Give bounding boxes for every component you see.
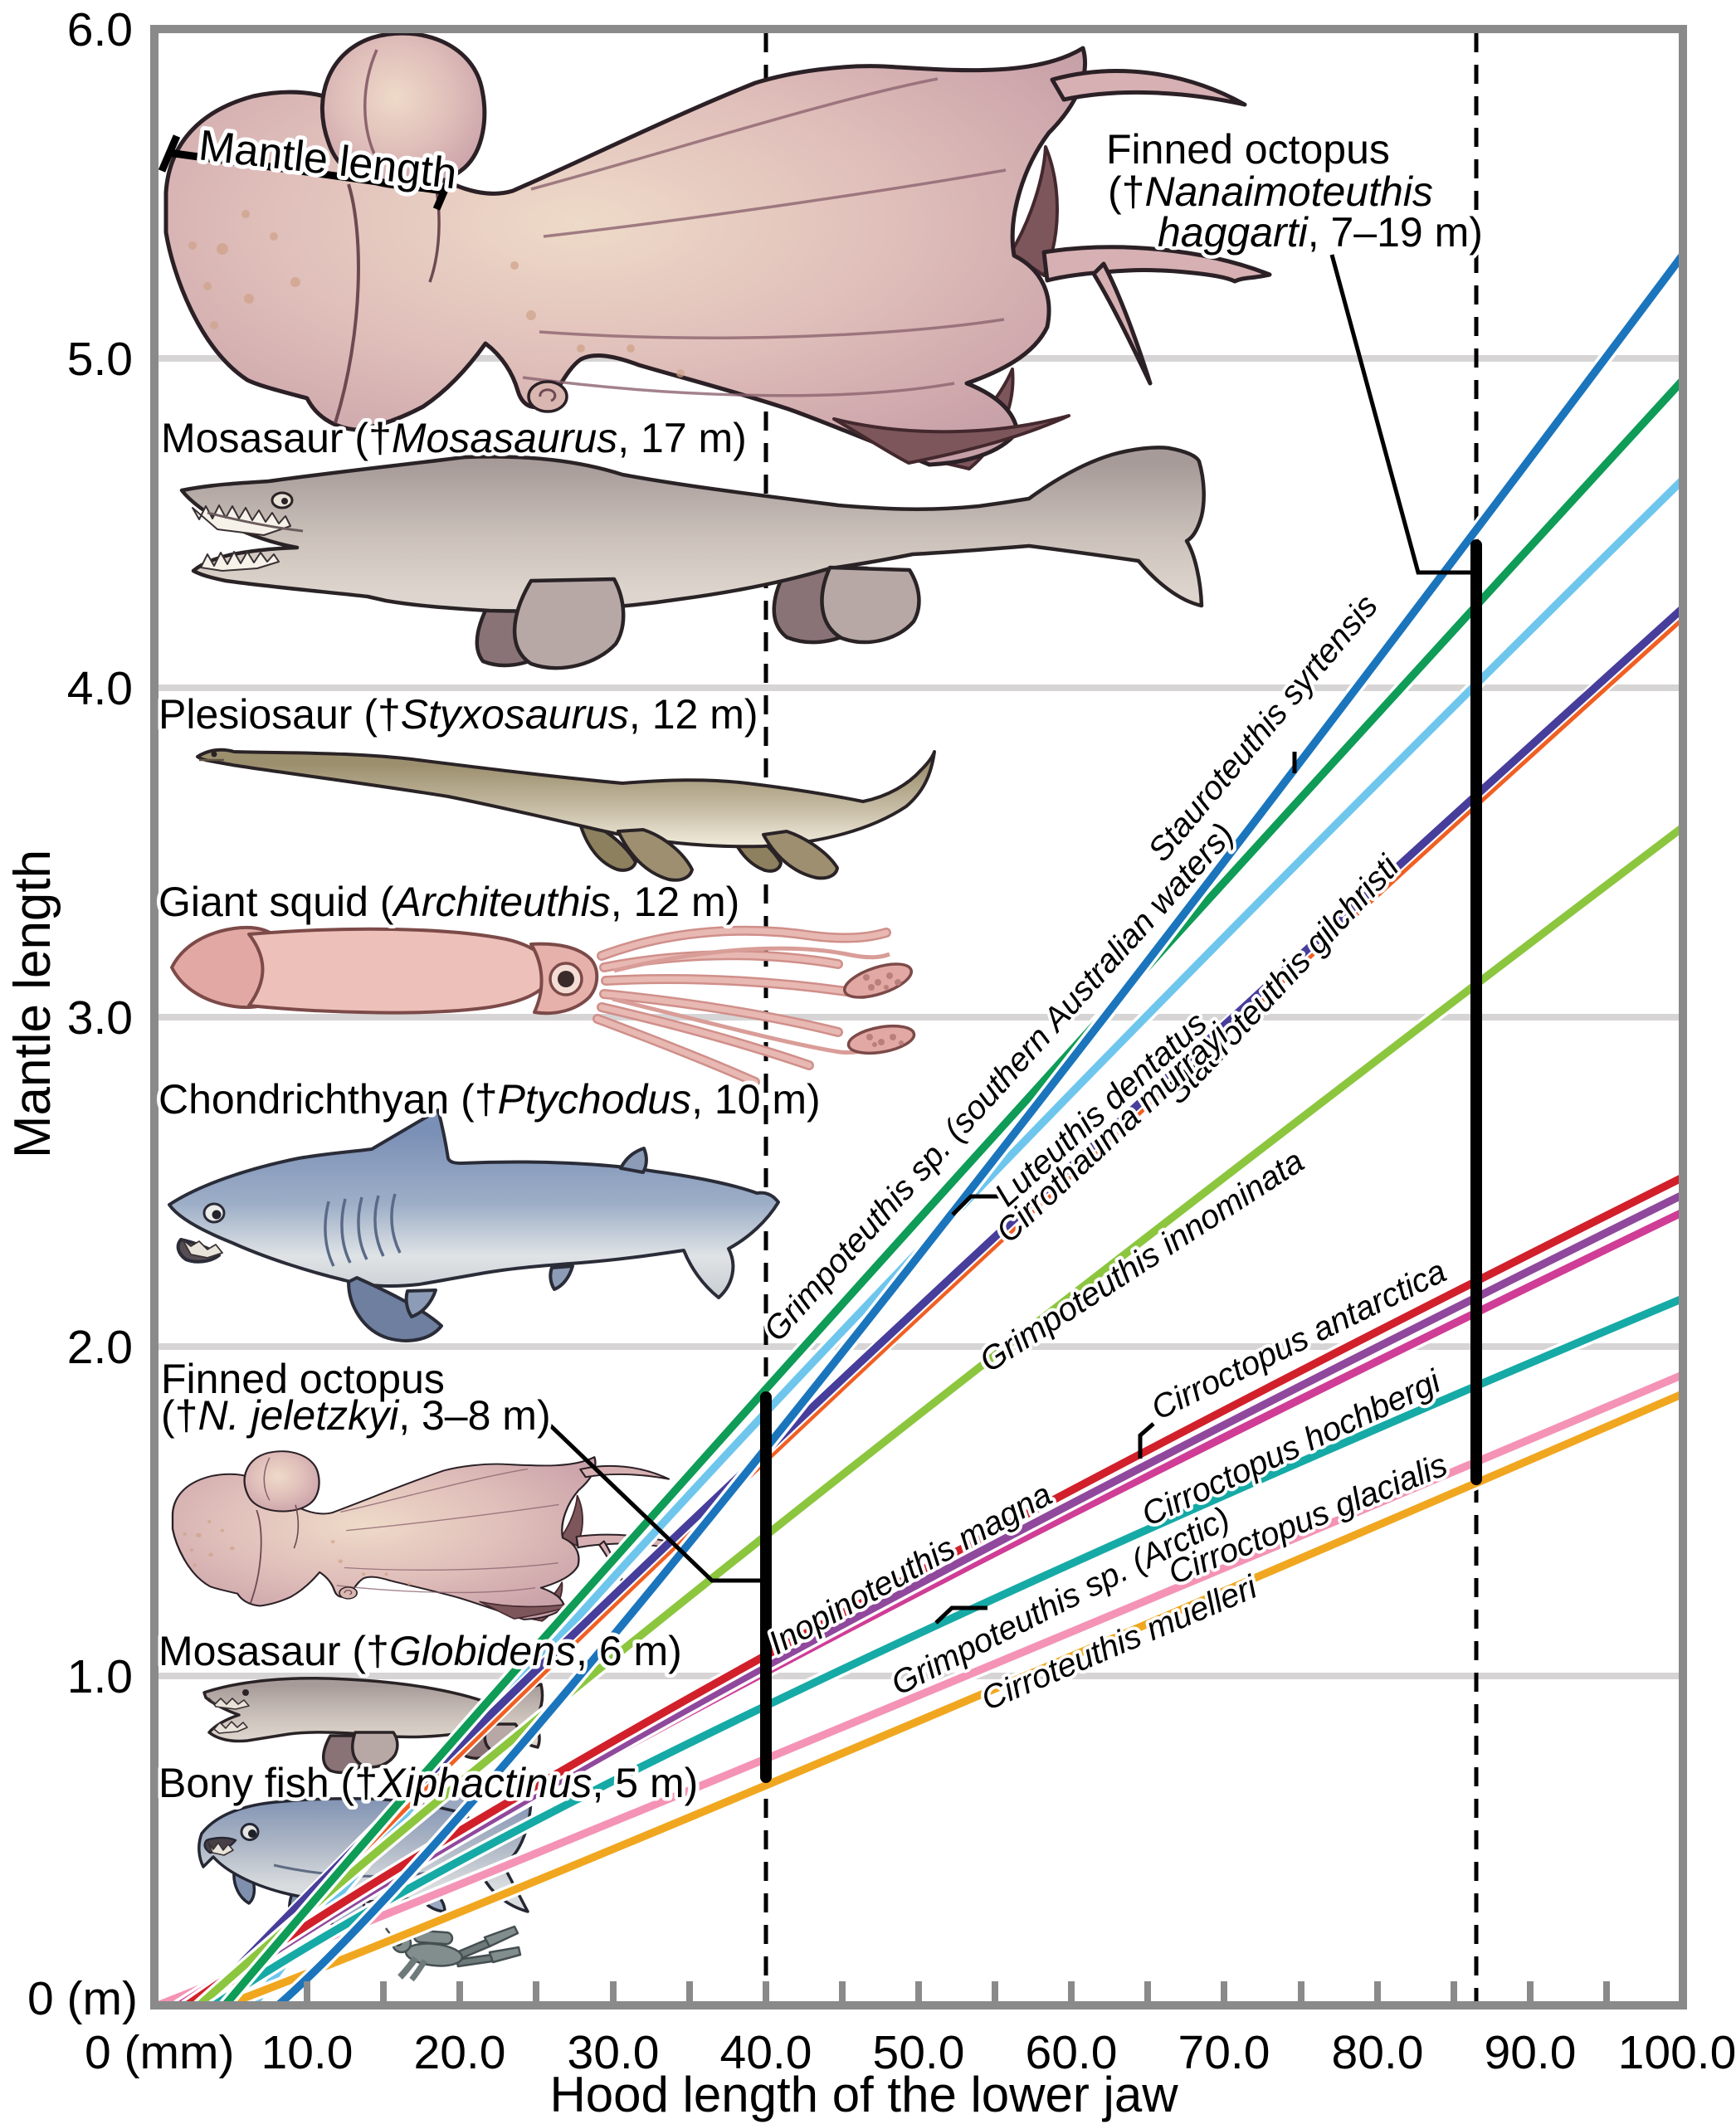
- svg-text:50.0: 50.0: [873, 2026, 965, 2079]
- svg-text:Finned octopus: Finned octopus: [1106, 126, 1390, 173]
- svg-text:40.0: 40.0: [720, 2026, 812, 2079]
- svg-text:Hood length of the lower jaw: Hood length of the lower jaw: [549, 2067, 1178, 2122]
- svg-text:3.0: 3.0: [67, 991, 133, 1045]
- svg-text:100.0: 100.0: [1618, 2026, 1736, 2079]
- svg-text:Mantle length: Mantle length: [4, 850, 61, 1158]
- svg-text:0 (mm): 0 (mm): [85, 2026, 234, 2079]
- svg-text:5.0: 5.0: [67, 333, 133, 386]
- svg-text:2.0: 2.0: [67, 1321, 133, 1374]
- svg-text:30.0: 30.0: [568, 2026, 660, 2079]
- svg-text:1.0: 1.0: [67, 1650, 133, 1703]
- svg-text:20.0: 20.0: [414, 2026, 506, 2079]
- svg-text:Plesiosaur (†Styxosaurus, 12 m: Plesiosaur (†Styxosaurus, 12 m): [158, 691, 758, 738]
- svg-text:70.0: 70.0: [1178, 2026, 1270, 2079]
- svg-text:(†Nanaimoteuthis: (†Nanaimoteuthis: [1108, 168, 1433, 215]
- svg-text:Mosasaur (†Mosasaurus, 17 m): Mosasaur (†Mosasaurus, 17 m): [161, 415, 747, 461]
- svg-text:4.0: 4.0: [67, 662, 133, 715]
- svg-text:(†N. jeletzkyi, 3–8 m): (†N. jeletzkyi, 3–8 m): [161, 1392, 551, 1439]
- svg-text:haggarti, 7–19 m): haggarti, 7–19 m): [1158, 209, 1483, 256]
- svg-text:80.0: 80.0: [1332, 2026, 1424, 2079]
- svg-text:Chondrichthyan (†Ptychodus, 10: Chondrichthyan (†Ptychodus, 10 m): [158, 1076, 821, 1123]
- svg-text:90.0: 90.0: [1485, 2026, 1577, 2079]
- svg-text:10.0: 10.0: [261, 2026, 354, 2079]
- svg-text:Mosasaur (†Globidens, 6 m): Mosasaur (†Globidens, 6 m): [158, 1628, 682, 1674]
- svg-text:Finned octopus: Finned octopus: [161, 1356, 445, 1402]
- svg-text:6.0: 6.0: [67, 3, 133, 56]
- svg-text:0 (m): 0 (m): [27, 1972, 138, 2025]
- svg-text:60.0: 60.0: [1026, 2026, 1118, 2079]
- svg-text:Giant squid (Architeuthis, 12: Giant squid (Architeuthis, 12 m): [158, 879, 739, 925]
- svg-text:Bony fish (†Xiphactinus, 5 m): Bony fish (†Xiphactinus, 5 m): [158, 1760, 698, 1806]
